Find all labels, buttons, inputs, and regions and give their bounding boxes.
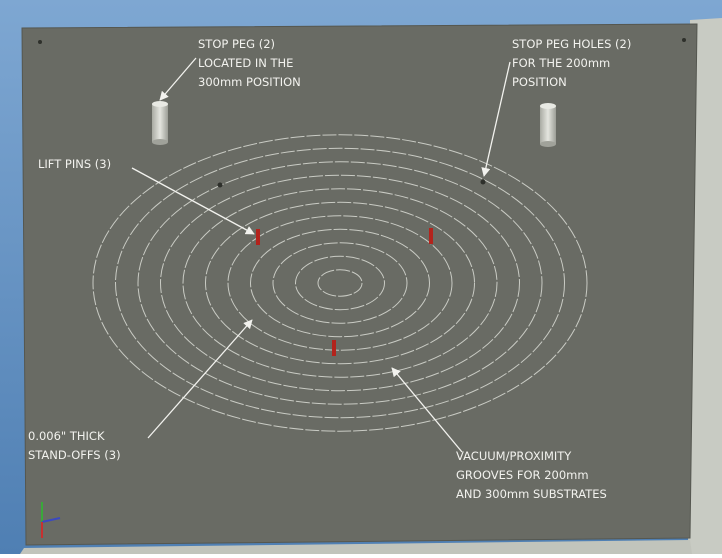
annotation-text: AND 300mm SUBSTRATES [456,487,607,501]
annotation-text: LIFT PINS (3) [38,157,111,171]
page: STOP PEG (2) LOCATED IN THE 300mm POSITION… [0,0,722,554]
annotation-text: 0.006" THICK [28,429,105,443]
annotation-text: GROOVES FOR 200mm [456,468,589,482]
annotation-text: STOP PEG HOLES (2) [512,37,631,51]
annotation-text: STOP PEG (2) [198,37,275,51]
annotation-text: VACUUM/PROXIMITY [456,449,572,463]
cad-view: STOP PEG (2) LOCATED IN THE 300mm POSITION… [0,0,722,554]
annotation-text: STAND-OFFS (3) [28,448,121,462]
annotation-text: FOR THE 200mm [512,56,610,70]
annotation-text: 300mm POSITION [198,75,301,89]
annotation-text: LOCATED IN THE [198,56,293,70]
plate [22,24,697,545]
annotation-text: POSITION [512,75,567,89]
